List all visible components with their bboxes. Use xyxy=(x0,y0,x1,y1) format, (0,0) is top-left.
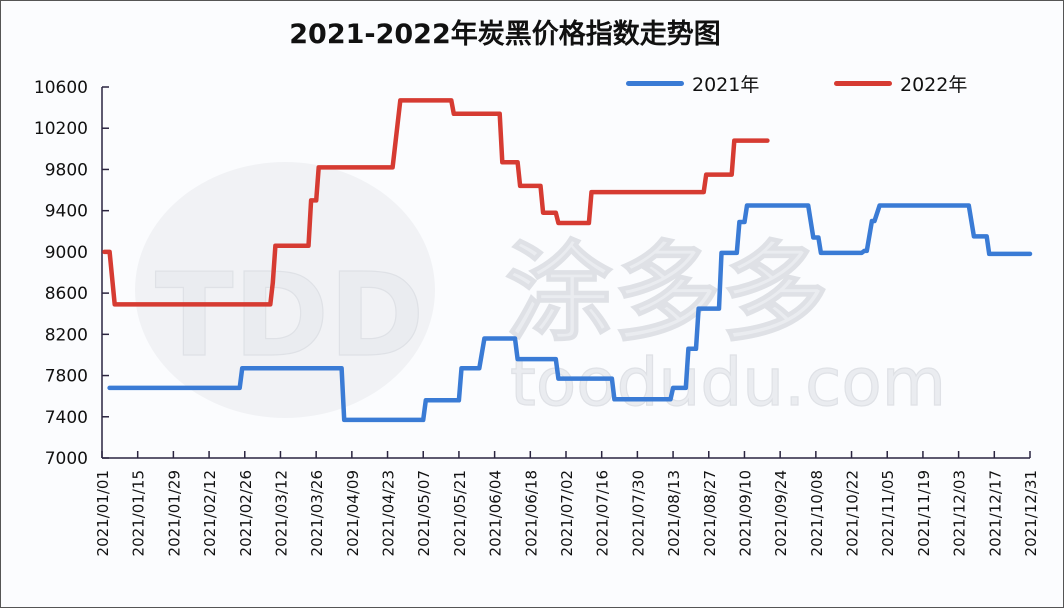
y-tick-label: 8600 xyxy=(45,284,88,304)
legend-swatch-2021-icon xyxy=(626,80,684,86)
y-tick-label: 7400 xyxy=(45,408,88,428)
x-tick-label: 2021/01/29 xyxy=(165,470,183,556)
x-tick-label: 2021/02/26 xyxy=(237,470,255,556)
y-tick-label: 9800 xyxy=(45,160,88,180)
x-tick-label: 2021/12/31 xyxy=(1022,470,1040,556)
y-tick-label: 8200 xyxy=(45,325,88,345)
legend-swatch-2022-icon xyxy=(834,80,892,86)
legend-item-2021: 2021年 xyxy=(626,68,759,98)
y-tick-label: 9400 xyxy=(45,202,88,222)
x-tick-label: 2021/03/12 xyxy=(272,470,290,556)
watermark-brand: 涂多多 xyxy=(505,231,829,356)
x-tick-label: 2021/12/17 xyxy=(986,470,1004,556)
watermark: TDD 涂多多 toodudu.com xyxy=(135,162,947,422)
series-lines xyxy=(102,98,1033,423)
x-tick-label: 2021/09/24 xyxy=(772,470,790,556)
x-tick-label: 2021/07/02 xyxy=(558,470,576,556)
legend-label-2022: 2022年 xyxy=(900,73,968,96)
x-tick-label: 2021/05/21 xyxy=(451,470,469,556)
x-tick-label: 2021/10/22 xyxy=(844,470,862,556)
y-tick-label: 10600 xyxy=(34,78,88,98)
x-tick-label: 2021/10/08 xyxy=(808,470,826,556)
x-tick-label: 2021/04/09 xyxy=(344,470,362,556)
x-tick-label: 2021/09/10 xyxy=(736,470,754,556)
legend-label-2021: 2021年 xyxy=(692,73,760,96)
x-tick-label: 2021/03/26 xyxy=(308,470,326,556)
series-line-2021年 xyxy=(107,203,1033,423)
axes: 7000 7400 7800 8200 8600 9000 9400 9800 10200 106… xyxy=(34,78,1040,556)
watermark-url: toodudu.com xyxy=(510,344,946,421)
x-tick-label: 2021/06/18 xyxy=(522,470,540,556)
x-tick-label: 2021/01/01 xyxy=(94,470,112,556)
x-tick-label: 2021/05/07 xyxy=(415,470,433,556)
x-tick-label: 2021/06/04 xyxy=(487,470,505,556)
chart-title: 2021-2022年炭黑价格指数走势图 xyxy=(289,19,721,50)
x-tick-label: 2021/12/03 xyxy=(951,470,969,556)
y-tick-label: 9000 xyxy=(45,243,88,263)
x-tick-label: 2021/07/30 xyxy=(629,470,647,556)
x-tick-label: 2021/02/12 xyxy=(201,470,219,556)
legend-item-2022: 2022年 xyxy=(834,68,967,98)
y-tick-label: 10200 xyxy=(34,119,88,139)
watermark-logo: TDD xyxy=(155,249,424,383)
y-tick-label: 7000 xyxy=(45,449,88,469)
x-tick-label: 2021/08/27 xyxy=(701,470,719,556)
x-tick-label: 2021/11/19 xyxy=(915,470,933,556)
series-line-2022年 xyxy=(102,98,770,307)
y-tick-label: 7800 xyxy=(45,367,88,387)
x-tick-label: 2021/01/15 xyxy=(130,470,148,556)
x-tick-label: 2021/08/13 xyxy=(665,470,683,556)
x-tick-label: 2021/04/23 xyxy=(380,470,398,556)
x-tick-label: 2021/11/05 xyxy=(879,470,897,556)
x-tick-label: 2021/07/16 xyxy=(594,470,612,556)
